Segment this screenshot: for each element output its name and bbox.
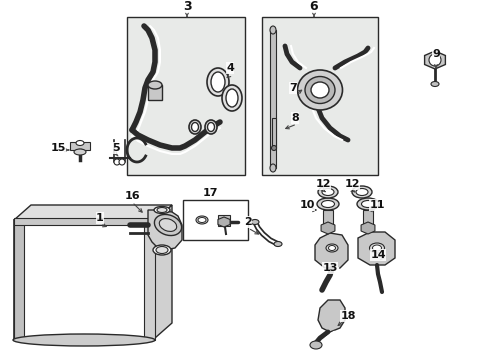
Bar (269, 30, 275, 168)
Ellipse shape (325, 244, 337, 252)
Text: 10: 10 (299, 200, 314, 210)
Circle shape (119, 159, 125, 165)
Ellipse shape (271, 145, 276, 150)
Text: 16: 16 (124, 191, 140, 201)
Ellipse shape (355, 189, 367, 195)
Circle shape (114, 159, 120, 165)
Ellipse shape (74, 149, 86, 155)
Text: 17: 17 (202, 188, 217, 198)
Text: 14: 14 (369, 250, 385, 260)
Bar (14, 220, 24, 340)
Ellipse shape (321, 201, 334, 207)
Polygon shape (218, 217, 229, 227)
Ellipse shape (159, 219, 176, 231)
Bar (127, 17, 244, 175)
Ellipse shape (351, 186, 371, 198)
Ellipse shape (76, 140, 84, 145)
Text: 9: 9 (431, 49, 439, 59)
Ellipse shape (154, 207, 170, 213)
Text: 6: 6 (309, 0, 318, 13)
Ellipse shape (191, 122, 198, 131)
Polygon shape (321, 222, 334, 234)
Ellipse shape (317, 186, 337, 198)
Ellipse shape (372, 245, 381, 251)
Ellipse shape (316, 198, 338, 210)
Ellipse shape (321, 189, 333, 195)
Bar (14, 218, 155, 225)
Ellipse shape (154, 215, 181, 235)
Bar (323, 210, 332, 228)
Bar (14, 220, 155, 340)
Ellipse shape (369, 243, 384, 253)
Text: 1: 1 (96, 213, 103, 223)
Ellipse shape (189, 120, 201, 134)
Bar (218, 215, 229, 226)
Ellipse shape (156, 247, 168, 253)
Ellipse shape (204, 120, 217, 134)
Polygon shape (424, 51, 445, 69)
Bar (271, 118, 275, 148)
Ellipse shape (361, 201, 374, 207)
Polygon shape (357, 232, 394, 265)
Text: 4: 4 (225, 63, 233, 73)
Text: 3: 3 (183, 0, 191, 13)
Text: 2: 2 (244, 217, 251, 227)
Circle shape (428, 54, 440, 66)
Ellipse shape (157, 207, 167, 212)
Polygon shape (360, 222, 374, 234)
Ellipse shape (206, 68, 228, 96)
Text: 7: 7 (288, 83, 296, 93)
Ellipse shape (148, 81, 162, 89)
Ellipse shape (153, 245, 171, 255)
Bar (183, 200, 247, 240)
Polygon shape (148, 210, 182, 250)
Ellipse shape (196, 216, 207, 224)
Text: 15: 15 (50, 143, 65, 153)
Bar (148, 85, 162, 100)
Ellipse shape (356, 198, 378, 210)
Ellipse shape (225, 89, 238, 107)
Ellipse shape (273, 242, 282, 247)
Ellipse shape (269, 164, 275, 172)
Ellipse shape (250, 220, 259, 225)
Text: 11: 11 (368, 200, 384, 210)
Ellipse shape (210, 72, 224, 92)
Ellipse shape (430, 81, 438, 86)
Bar (70, 142, 90, 150)
Polygon shape (155, 205, 172, 338)
Ellipse shape (328, 246, 335, 251)
Ellipse shape (310, 82, 328, 98)
Text: 13: 13 (322, 263, 337, 273)
Text: 8: 8 (290, 113, 298, 123)
Ellipse shape (207, 122, 214, 131)
Text: 5: 5 (112, 143, 120, 153)
Ellipse shape (309, 341, 321, 349)
Ellipse shape (297, 70, 342, 110)
Text: 18: 18 (340, 311, 355, 321)
Ellipse shape (305, 77, 334, 104)
Text: 12: 12 (344, 179, 359, 189)
Bar (143, 220, 155, 340)
Ellipse shape (13, 334, 155, 346)
Text: 12: 12 (315, 179, 330, 189)
Polygon shape (14, 205, 172, 220)
Ellipse shape (222, 85, 242, 111)
Bar (362, 210, 372, 228)
Polygon shape (317, 300, 345, 332)
Bar (262, 17, 377, 175)
Polygon shape (314, 233, 347, 268)
Ellipse shape (269, 26, 275, 34)
Ellipse shape (198, 217, 205, 222)
